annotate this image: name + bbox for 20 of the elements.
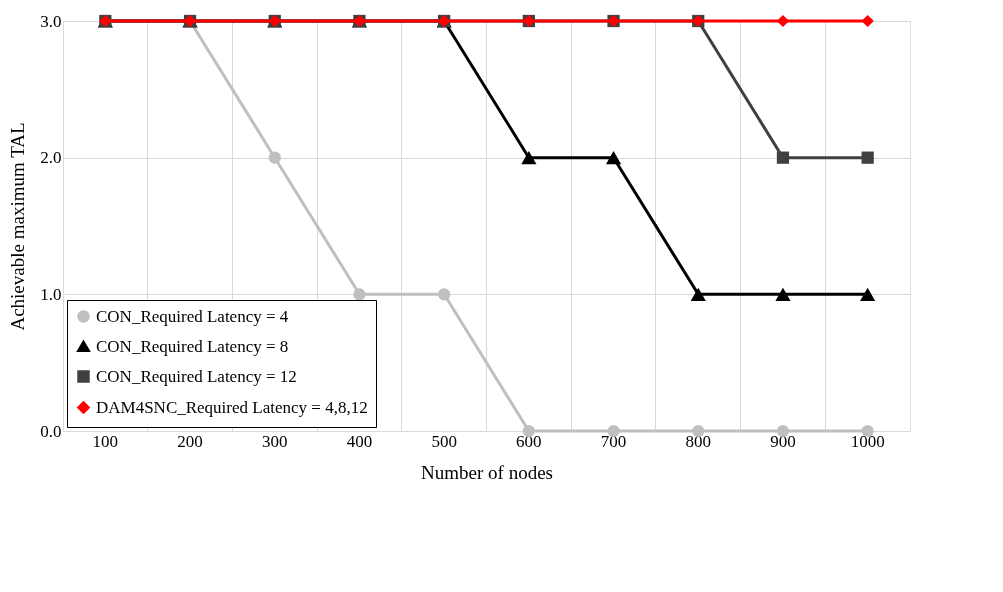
y-axis-title: Achievable maximum TAL <box>7 122 29 331</box>
x-axis-title: Number of nodes <box>421 461 553 483</box>
x-tick-label: 600 <box>516 431 542 451</box>
legend-label: CON_Required Latency = 4 <box>96 306 289 326</box>
x-tick-label: 300 <box>262 431 288 451</box>
y-tick-label: 3.0 <box>40 11 62 31</box>
x-tick-label: 400 <box>346 431 373 451</box>
legend-label: CON_Required Latency = 12 <box>96 366 297 386</box>
x-tick-label: 200 <box>177 431 203 451</box>
x-tick-label: 700 <box>600 431 627 451</box>
legend-label: CON_Required Latency = 8 <box>96 336 289 356</box>
y-tick-label: 0.0 <box>40 421 62 441</box>
x-tick-label: 900 <box>770 431 796 451</box>
y-tick-label: 1.0 <box>40 284 62 304</box>
x-tick-label: 500 <box>431 431 457 451</box>
legend-label: DAM4SNC_Required Latency = 4,8,12 <box>96 397 368 417</box>
x-tick-label: 1000 <box>850 431 885 451</box>
x-tick-label: 100 <box>92 431 119 451</box>
y-tick-label: 2.0 <box>40 148 62 168</box>
x-tick-label: 800 <box>685 431 711 451</box>
